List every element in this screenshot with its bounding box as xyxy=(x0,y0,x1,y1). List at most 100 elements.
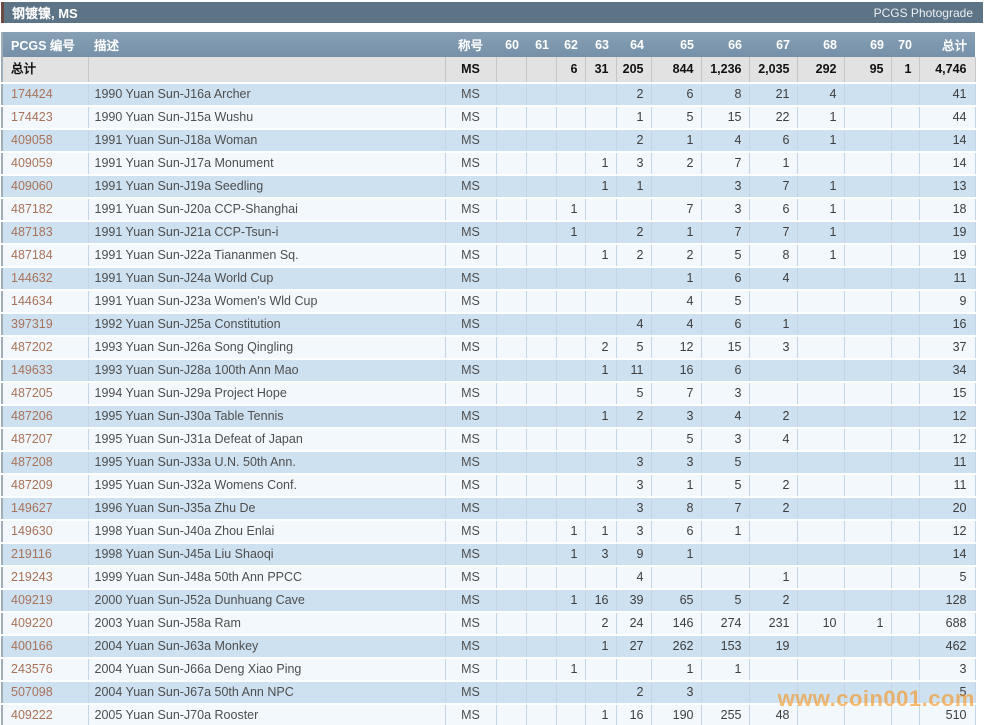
coin-description: 1991 Yuan Sun-J18a Woman xyxy=(88,129,446,152)
grade-66-count: 3 xyxy=(701,428,750,451)
grade-66-count: 255 xyxy=(701,704,750,725)
grade-65-count: 7 xyxy=(651,198,702,221)
pcgs-number-link[interactable]: 487205 xyxy=(2,382,89,405)
pcgs-number-link[interactable]: 507098 xyxy=(2,681,89,704)
pcgs-number-link[interactable]: 487183 xyxy=(2,221,89,244)
pcgs-number-link[interactable]: 487208 xyxy=(2,451,89,474)
table-row: 487202 1993 Yuan Sun-J26a Song Qingling MS… xyxy=(2,336,976,359)
population-table: PCGS 编号 描述 称号 60 61 62 63 64 65 66 67 68 69 70 总计 总… xyxy=(1,32,976,725)
grade-63-count xyxy=(585,497,617,520)
table-row: 144634 1991 Yuan Sun-J23a Women's Wld Cup… xyxy=(2,290,976,313)
coin-description: 1994 Yuan Sun-J29a Project Hope xyxy=(88,382,446,405)
designation: MS xyxy=(445,106,497,129)
row-total: 14 xyxy=(919,543,976,566)
grade-65-count: 5 xyxy=(651,106,702,129)
coin-description: 1991 Yuan Sun-J19a Seedling xyxy=(88,175,446,198)
pcgs-number-link[interactable]: 219116 xyxy=(2,543,89,566)
grade-65-count: 3 xyxy=(651,451,702,474)
grade-66-count: 6 xyxy=(701,359,750,382)
grade-69-count xyxy=(844,566,892,589)
grade-64-count xyxy=(616,658,652,681)
pcgs-number-link[interactable]: 174423 xyxy=(2,106,89,129)
grade-61-count xyxy=(526,451,557,474)
grade-63-count xyxy=(585,382,617,405)
pcgs-number-link[interactable]: 409219 xyxy=(2,589,89,612)
pcgs-number-link[interactable]: 487182 xyxy=(2,198,89,221)
grade-68-count xyxy=(797,152,845,175)
col-header-description: 描述 xyxy=(88,32,445,57)
grade-60-count xyxy=(496,589,527,612)
grade-69-count xyxy=(844,221,892,244)
grade-60-count xyxy=(496,405,527,428)
grade-63-count xyxy=(585,106,617,129)
coin-description: 1991 Yuan Sun-J21a CCP-Tsun-i xyxy=(88,221,446,244)
pcgs-number-link[interactable]: 219243 xyxy=(2,566,89,589)
pcgs-number-link[interactable]: 409222 xyxy=(2,704,89,725)
photograde-link[interactable]: PCGS Photograde xyxy=(873,5,973,20)
grade-62-count xyxy=(556,635,586,658)
grade-60-count xyxy=(496,428,527,451)
designation: MS xyxy=(445,152,497,175)
grade-66-count: 3 xyxy=(701,198,750,221)
pcgs-number-link[interactable]: 487206 xyxy=(2,405,89,428)
pcgs-number-link[interactable]: 409220 xyxy=(2,612,89,635)
totals-row: 总计 MS 6 31 205 844 1,236 2,035 292 95 1 4,746 xyxy=(2,57,976,83)
grade-69-count xyxy=(844,244,892,267)
grade-60-count xyxy=(496,267,527,290)
coin-description xyxy=(88,57,446,83)
pcgs-number-link[interactable]: 174424 xyxy=(2,83,89,106)
row-total: 15 xyxy=(919,382,976,405)
grade-64-count: 1 xyxy=(616,106,652,129)
grade-68-count: 1 xyxy=(797,129,845,152)
pcgs-number-link[interactable]: 487184 xyxy=(2,244,89,267)
grade-62-count xyxy=(556,428,586,451)
grade-61-count xyxy=(526,267,557,290)
designation: MS xyxy=(445,336,497,359)
grade-69-count xyxy=(844,129,892,152)
pcgs-number-link[interactable]: 400166 xyxy=(2,635,89,658)
grade-66-count: 8 xyxy=(701,83,750,106)
grade-65-count: 2 xyxy=(651,244,702,267)
row-total: 510 xyxy=(919,704,976,725)
grade-61-count xyxy=(526,658,557,681)
grade-67-count: 2,035 xyxy=(749,57,798,83)
pcgs-number-link[interactable]: 149633 xyxy=(2,359,89,382)
pcgs-number-link[interactable]: 397319 xyxy=(2,313,89,336)
grade-69-count xyxy=(844,267,892,290)
pcgs-number-link[interactable]: 149627 xyxy=(2,497,89,520)
pcgs-number-link[interactable]: 149630 xyxy=(2,520,89,543)
designation: MS xyxy=(445,267,497,290)
designation: MS xyxy=(445,520,497,543)
grade-64-count: 4 xyxy=(616,566,652,589)
grade-66-count: 5 xyxy=(701,451,750,474)
pcgs-number-link[interactable]: 409058 xyxy=(2,129,89,152)
pcgs-number-link[interactable]: 409060 xyxy=(2,175,89,198)
pcgs-number-link[interactable]: 243576 xyxy=(2,658,89,681)
grade-63-count: 2 xyxy=(585,612,617,635)
grade-66-count: 6 xyxy=(701,267,750,290)
pcgs-number-link[interactable]: 144632 xyxy=(2,267,89,290)
table-row: 487208 1995 Yuan Sun-J33a U.N. 50th Ann. M… xyxy=(2,451,976,474)
grade-69-count xyxy=(844,681,892,704)
designation: MS xyxy=(445,244,497,267)
grade-69-count xyxy=(844,198,892,221)
pcgs-number-link[interactable]: 409059 xyxy=(2,152,89,175)
grade-70-count: 1 xyxy=(891,57,920,83)
pcgs-number-link[interactable]: 487209 xyxy=(2,474,89,497)
grade-66-count: 7 xyxy=(701,152,750,175)
grade-69-count xyxy=(844,382,892,405)
pcgs-number-link[interactable]: 487202 xyxy=(2,336,89,359)
pcgs-number-link[interactable]: 487207 xyxy=(2,428,89,451)
table-row: 397319 1992 Yuan Sun-J25a Constitution MS 4… xyxy=(2,313,976,336)
designation: MS xyxy=(445,175,497,198)
pcgs-number-link[interactable]: 144634 xyxy=(2,290,89,313)
grade-63-count: 1 xyxy=(585,405,617,428)
grade-65-count: 3 xyxy=(651,681,702,704)
grade-61-count xyxy=(526,382,557,405)
table-row: 219243 1999 Yuan Sun-J48a 50th Ann PPCC MS… xyxy=(2,566,976,589)
grade-69-count xyxy=(844,152,892,175)
grade-70-count xyxy=(891,497,920,520)
grade-62-count: 1 xyxy=(556,221,586,244)
grade-60-count xyxy=(496,382,527,405)
table-row: 243576 2004 Yuan Sun-J66a Deng Xiao Ping M… xyxy=(2,658,976,681)
